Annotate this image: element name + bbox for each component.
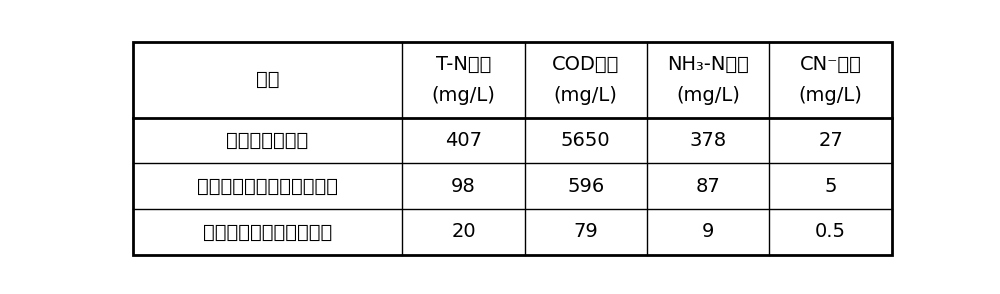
Text: (mg/L): (mg/L)	[676, 86, 740, 105]
Text: CN⁻含量: CN⁻含量	[800, 54, 862, 74]
Text: 未进行微生物强化脱氰处理: 未进行微生物强化脱氰处理	[197, 177, 338, 196]
Text: 5: 5	[824, 177, 837, 196]
Text: 20: 20	[451, 223, 476, 241]
Text: 项目: 项目	[256, 70, 279, 89]
Text: 处理前焦化废水: 处理前焦化废水	[226, 131, 309, 150]
Text: 9: 9	[702, 223, 714, 241]
Text: 98: 98	[451, 177, 476, 196]
Text: 87: 87	[696, 177, 720, 196]
Text: 79: 79	[573, 223, 598, 241]
Text: 407: 407	[445, 131, 482, 150]
Text: (mg/L): (mg/L)	[799, 86, 863, 105]
Text: 27: 27	[818, 131, 843, 150]
Text: COD含量: COD含量	[552, 54, 619, 74]
Text: 378: 378	[690, 131, 727, 150]
Text: (mg/L): (mg/L)	[554, 86, 618, 105]
Text: 596: 596	[567, 177, 604, 196]
Text: NH₃-N含量: NH₃-N含量	[667, 54, 749, 74]
Text: (mg/L): (mg/L)	[432, 86, 495, 105]
Text: T-N含量: T-N含量	[436, 54, 491, 74]
Text: 0.5: 0.5	[815, 223, 846, 241]
Text: 进行微生物强化脱氰处理: 进行微生物强化脱氰处理	[203, 223, 332, 241]
Text: 5650: 5650	[561, 131, 611, 150]
